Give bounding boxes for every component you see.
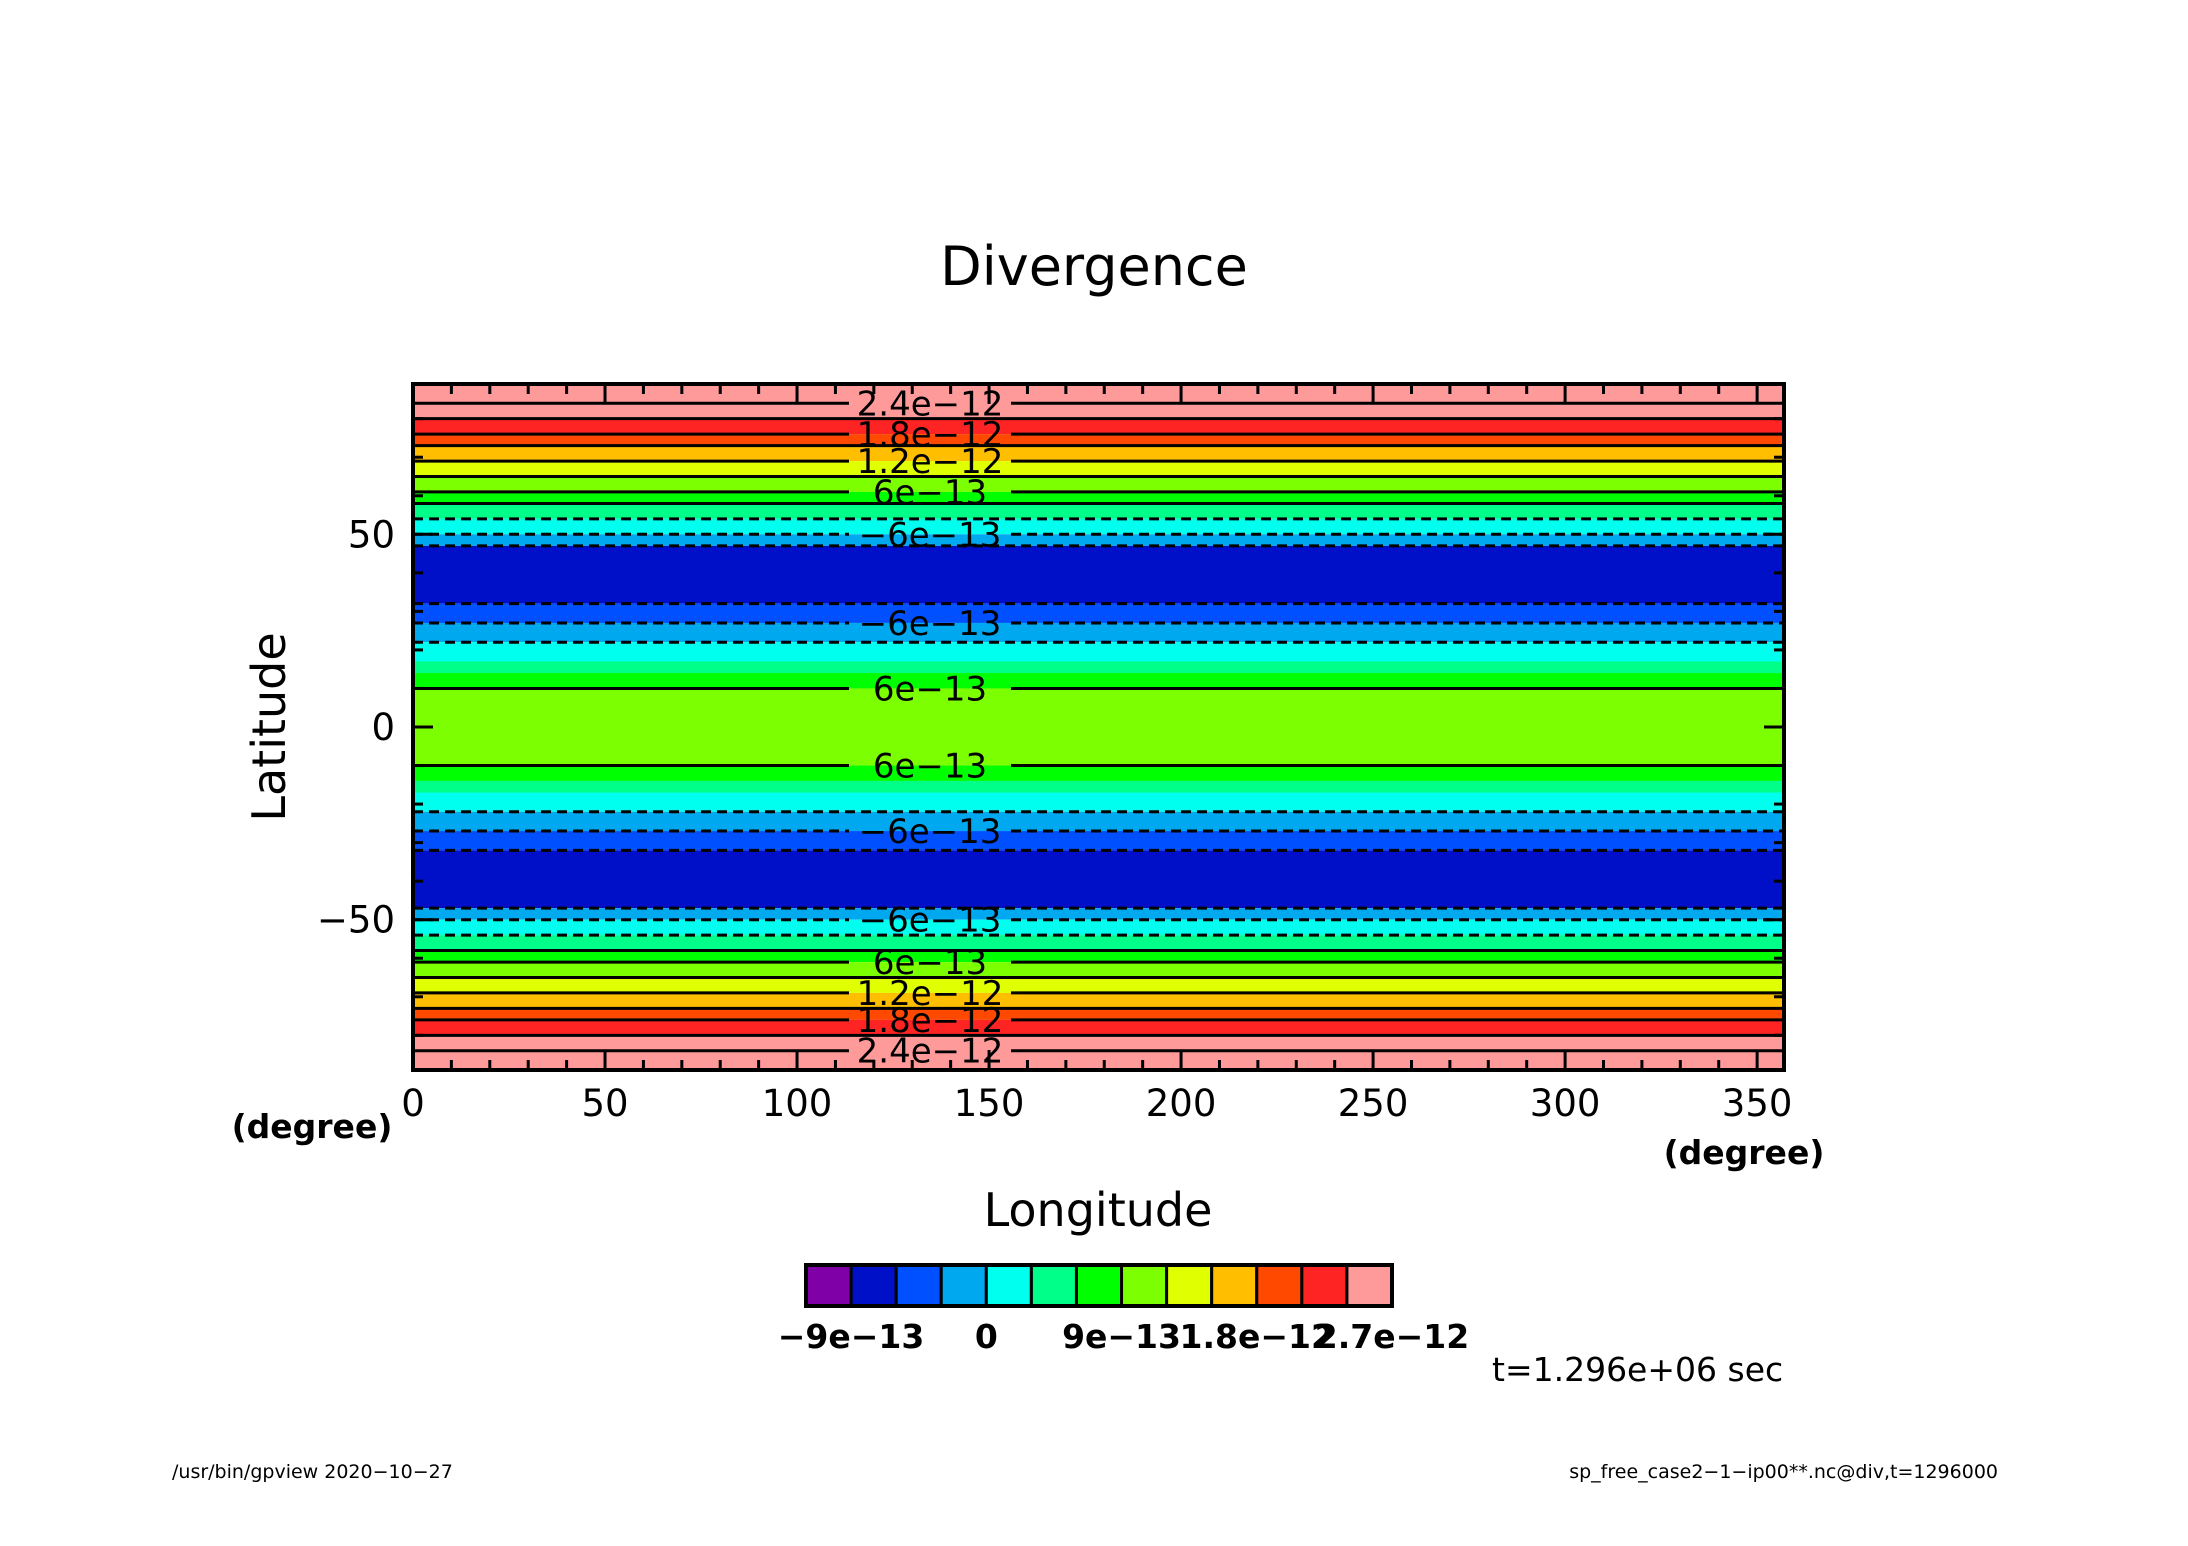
band-1 (413, 418, 1784, 435)
colorbar-swatch-7 (1120, 1263, 1169, 1308)
band-21 (413, 831, 1784, 851)
x-tick-label-350: 350 (1722, 1082, 1793, 1125)
band-3 (413, 445, 1784, 462)
footer-right: sp_free_case2−1−ip00**.nc@div,t=1296000 (1569, 1461, 1998, 1483)
colorbar-swatch-2 (894, 1263, 943, 1308)
band-30 (413, 1008, 1784, 1020)
colorbar-tick-label-3: 1.8e−12 (1180, 1317, 1334, 1356)
contour-label-15: 6e−13 (873, 747, 987, 787)
colorbar-frame (804, 1263, 1394, 1308)
y-axis-label: Latitude (242, 632, 296, 821)
band-5 (413, 476, 1784, 492)
contour-label-14: 6e−13 (873, 669, 987, 709)
x-tick-label-300: 300 (1530, 1082, 1601, 1125)
x-axis-unit-left: (degree) (232, 1107, 393, 1146)
colorbar: −9e−13 0 9e−131.8e−122.7e−12 (778, 1263, 1469, 1356)
band-2 (413, 434, 1784, 446)
x-tick-label-250: 250 (1338, 1082, 1409, 1125)
band-31 (413, 1019, 1784, 1036)
colorbar-swatch-10 (1255, 1263, 1304, 1308)
colorbar-swatch-0 (804, 1263, 853, 1308)
band-12 (413, 622, 1784, 643)
band-22 (413, 850, 1784, 909)
band-25 (413, 935, 1784, 951)
band-19 (413, 792, 1784, 812)
colorbar-tick-label-1: 0 (975, 1317, 998, 1356)
band-27 (413, 962, 1784, 978)
band-20 (413, 811, 1784, 832)
time-label: t=1.296e+06 sec (1492, 1350, 1783, 1389)
y-tick-label-1: 0 (371, 706, 395, 749)
colorbar-tick-label-2: 9e−13 (1062, 1317, 1181, 1356)
band-16 (413, 688, 1784, 766)
x-tick-label-150: 150 (954, 1082, 1025, 1125)
y-tick-label-0: −50 (317, 899, 395, 942)
contour-label-6: 6e−13 (873, 473, 987, 513)
band-15 (413, 673, 1784, 689)
contour-label-29: 2.4e−12 (857, 1032, 1004, 1072)
band-4 (413, 461, 1784, 477)
band-24 (413, 919, 1784, 936)
contour-label-12: −6e−13 (859, 604, 1002, 644)
band-6 (413, 491, 1784, 504)
band-18 (413, 780, 1784, 793)
band-14 (413, 661, 1784, 674)
band-11 (413, 603, 1784, 623)
plot-area: 2.4e−121.8e−121.2e−126e−13−6e−13−6e−136e… (317, 382, 1793, 1125)
band-23 (413, 908, 1784, 920)
x-tick-label-200: 200 (1146, 1082, 1217, 1125)
colorbar-swatch-6 (1074, 1263, 1124, 1308)
x-tick-label-50: 50 (581, 1082, 628, 1125)
band-9 (413, 534, 1784, 546)
band-10 (413, 545, 1784, 604)
contour-label-17: −6e−13 (859, 812, 1002, 852)
x-tick-label-100: 100 (762, 1082, 833, 1125)
band-29 (413, 992, 1784, 1009)
band-17 (413, 765, 1784, 781)
colorbar-tick-label-4: 2.7e−12 (1315, 1317, 1469, 1356)
band-32 (413, 1035, 1784, 1070)
colorbar-swatch-4 (984, 1263, 1033, 1308)
band-13 (413, 642, 1784, 662)
x-tick-label-0: 0 (401, 1082, 425, 1125)
band-26 (413, 950, 1784, 963)
footer-left: /usr/bin/gpview 2020−10−27 (172, 1461, 453, 1483)
colorbar-swatch-1 (849, 1263, 898, 1308)
colorbar-swatch-9 (1210, 1263, 1259, 1308)
x-axis-unit-right: (degree) (1664, 1133, 1825, 1172)
x-axis-label: Longitude (984, 1183, 1213, 1237)
colorbar-tick-label-0: −9e−13 (778, 1317, 925, 1356)
y-tick-label-2: 50 (348, 513, 395, 556)
band-7 (413, 503, 1784, 519)
colorbar-swatch-11 (1300, 1263, 1349, 1308)
contour-label-9: −6e−13 (859, 515, 1002, 555)
band-0 (413, 384, 1784, 419)
band-28 (413, 977, 1784, 993)
band-8 (413, 518, 1784, 535)
chart-title: Divergence (940, 235, 1248, 298)
contour-label-2: 1.8e−12 (857, 415, 1004, 455)
colorbar-swatch-8 (1165, 1263, 1214, 1308)
colorbar-swatch-5 (1029, 1263, 1078, 1308)
colorbar-swatch-3 (939, 1263, 988, 1308)
colorbar-swatch-12 (1345, 1263, 1394, 1308)
